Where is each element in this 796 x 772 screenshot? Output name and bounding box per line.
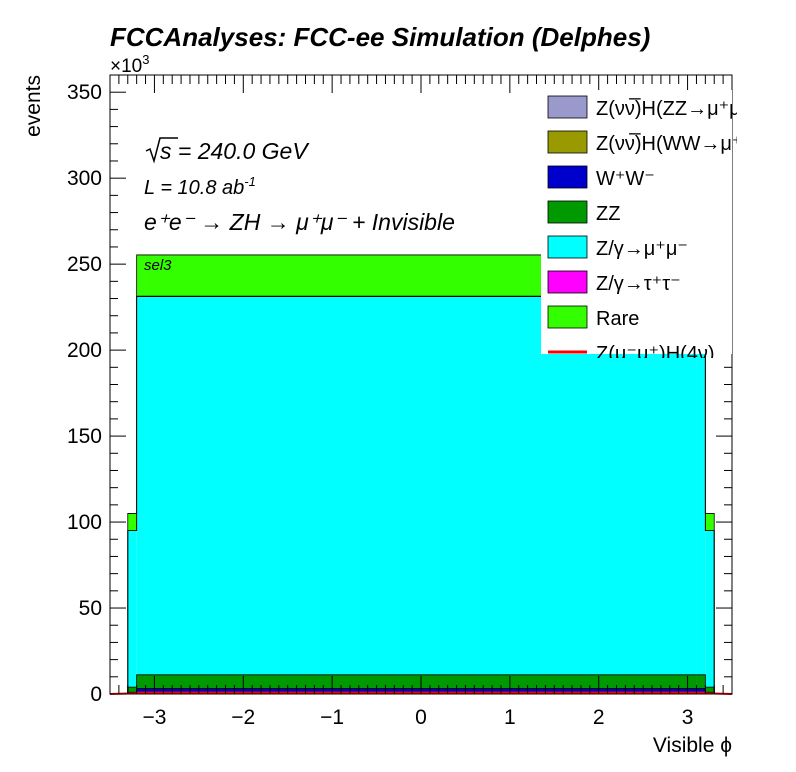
process-label: e⁺e⁻ → ZH → μ⁺μ⁻ + Invisible xyxy=(144,209,455,235)
sqrt-s-label: s = 240.0 GeV xyxy=(160,138,310,164)
sqrt-s-annotation: s = 240.0 GeV xyxy=(145,137,310,164)
bar-segment-4-0 xyxy=(127,530,137,688)
y-tick-label: 150 xyxy=(67,425,102,448)
stacked-histogram xyxy=(109,254,733,695)
y-tick-label: 300 xyxy=(67,167,102,190)
x-tick-label: 1 xyxy=(504,706,516,729)
selection-label: sel3 xyxy=(144,257,172,274)
legend-entry-label: Z/γ→μ⁺μ⁻ xyxy=(596,238,688,260)
layer-outline-5 xyxy=(127,295,715,694)
bar-segment-3-4 xyxy=(705,687,715,693)
layer-outline-3 xyxy=(127,674,715,694)
bar-segment-6-0 xyxy=(127,513,137,531)
layer-outline-6 xyxy=(127,254,715,694)
y-exponent: ×103 xyxy=(110,52,149,77)
x-tick-label: −1 xyxy=(320,706,344,729)
y-tick-label: 50 xyxy=(79,597,102,620)
chart-title: FCCAnalyses: FCC-ee Simulation (Delphes) xyxy=(110,22,650,52)
legend: Z(νν̅)H(ZZ→μ⁺μ⁻ν⁺ν⁻) Z(νν̅)H(WW→μ⁺νμ⁻ν) W⁺… xyxy=(541,90,796,365)
x-axis: −3 −2 −1 0 1 2 3 xyxy=(109,75,733,729)
bar-segment-4-3 xyxy=(696,296,706,675)
legend-swatch xyxy=(547,235,588,259)
lumi-value: L = 10.8 ab xyxy=(144,177,244,199)
x-tick-label: −2 xyxy=(231,706,255,729)
y-tick-label: 100 xyxy=(67,511,102,534)
legend-entry-label: Z(μ⁻μ⁺)H(4ν) xyxy=(596,343,715,365)
legend-swatch xyxy=(547,165,588,189)
annotations: s = 240.0 GeV L = 10.8 ab-1 e⁺e⁻ → ZH → … xyxy=(144,137,455,274)
y-tick-label: 250 xyxy=(67,253,102,276)
x-axis-label: Visible ϕ xyxy=(653,734,732,757)
x-tick-label: −3 xyxy=(142,706,166,729)
legend-entry-label: ZZ xyxy=(596,203,620,225)
x-tick-label: 2 xyxy=(593,706,605,729)
bar-segment-2-1 xyxy=(136,688,146,694)
lumi-label: L = 10.8 ab-1 xyxy=(144,174,256,199)
y-tick-label: 0 xyxy=(90,683,102,706)
legend-swatch xyxy=(547,270,588,294)
legend-entry-label: Z/γ→τ⁺τ⁻ xyxy=(596,273,681,295)
legend-swatch xyxy=(547,130,588,154)
legend-swatch xyxy=(547,200,588,224)
y-axis-label: events xyxy=(22,75,45,137)
x-tick-label: 0 xyxy=(415,706,427,729)
y-exponent-base: ×10 xyxy=(110,56,142,77)
bar-segment-3-3 xyxy=(696,674,706,689)
x-tick-label: 3 xyxy=(682,706,694,729)
legend-swatch xyxy=(547,95,588,119)
sqrt-symbol xyxy=(145,137,178,164)
bar-segment-3-1 xyxy=(136,674,146,689)
legend-entry-label: W⁺W⁻ xyxy=(596,168,655,190)
y-axis: 0 50 100 150 200 250 300 350 xyxy=(67,74,732,706)
bar-segment-4-1 xyxy=(136,296,146,675)
y-exponent-power: 3 xyxy=(142,52,149,67)
bar-segment-6-4 xyxy=(705,513,715,531)
legend-swatch xyxy=(547,305,588,329)
bar-segment-6-1 xyxy=(136,254,146,297)
y-tick-label: 200 xyxy=(67,339,102,362)
bar-segment-4-4 xyxy=(705,530,715,688)
bar-segment-3-0 xyxy=(127,687,137,693)
lumi-exponent: -1 xyxy=(244,174,256,189)
legend-entry-label: Rare xyxy=(596,308,639,330)
y-tick-label: 350 xyxy=(67,81,102,104)
bar-segment-4-2 xyxy=(145,296,697,675)
legend-entry-label: Z(νν̅)H(WW→μ⁺νμ⁻ν) xyxy=(596,132,791,155)
bar-segment-2-3 xyxy=(696,688,706,694)
legend-entry-label: Z(νν̅)H(ZZ→μ⁺μ⁻ν⁺ν⁻) xyxy=(596,97,796,120)
